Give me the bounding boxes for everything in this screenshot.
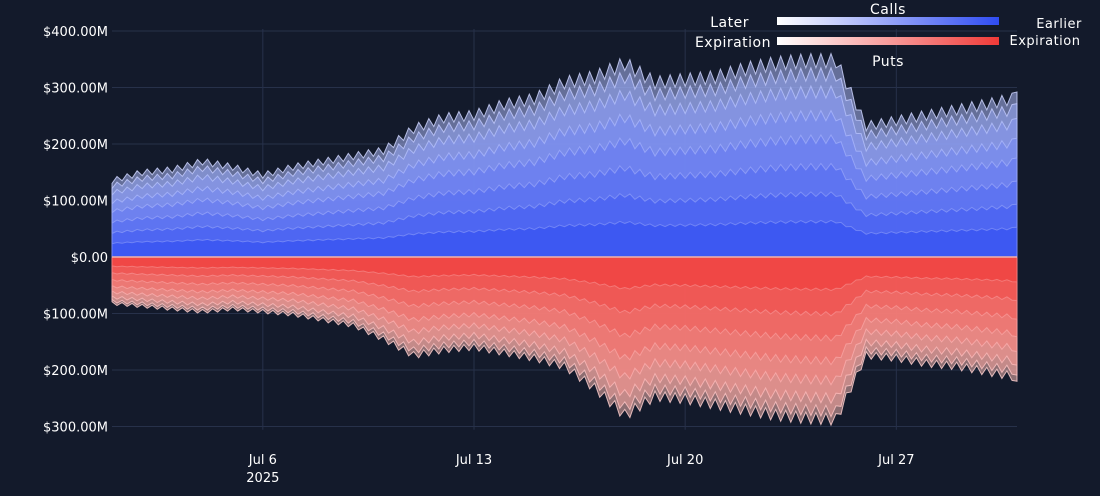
- x-tick-label: Jul 20: [666, 453, 703, 468]
- x-tick-label: Jul 13: [455, 453, 492, 468]
- y-tick-label: $0.00: [71, 251, 108, 266]
- y-tick-label: $300.00M: [43, 421, 108, 436]
- legend-calls-title: Calls: [870, 2, 906, 18]
- y-axis: $400.00M $300.00M $200.00M $100.00M $0.00 $10…: [43, 25, 108, 436]
- legend-later-expiration-label: Expiration: [695, 35, 771, 51]
- x-tick-label: Jul 6: [248, 453, 277, 468]
- x-tick-label: Jul 27: [877, 453, 914, 468]
- legend: Calls Later Expiration Earlier Expiratio…: [695, 2, 1082, 70]
- legend-later-label: Later: [710, 15, 749, 31]
- legend-earlier-label: Earlier: [1036, 17, 1082, 32]
- y-tick-label: $400.00M: [43, 25, 108, 40]
- x-axis: Jul 6 2025 Jul 13 Jul 20 Jul 27: [246, 453, 914, 486]
- legend-calls-gradient-bar: [777, 17, 999, 25]
- legend-earlier-expiration-label: Expiration: [1010, 34, 1081, 49]
- legend-puts-gradient-bar: [777, 37, 999, 45]
- y-tick-label: $300.00M: [43, 82, 108, 97]
- y-tick-label: $100.00M: [43, 195, 108, 210]
- calls-area-series: [111, 52, 1018, 258]
- puts-area-layer-1: [111, 256, 1018, 292]
- y-tick-label: $200.00M: [43, 364, 108, 379]
- puts-area-series: [111, 256, 1018, 427]
- calls-area-layer-1: [111, 219, 1018, 258]
- y-tick-label: $200.00M: [43, 138, 108, 153]
- legend-puts-title: Puts: [872, 54, 904, 70]
- y-tick-label: $100.00M: [43, 308, 108, 323]
- x-tick-sublabel: 2025: [246, 471, 279, 486]
